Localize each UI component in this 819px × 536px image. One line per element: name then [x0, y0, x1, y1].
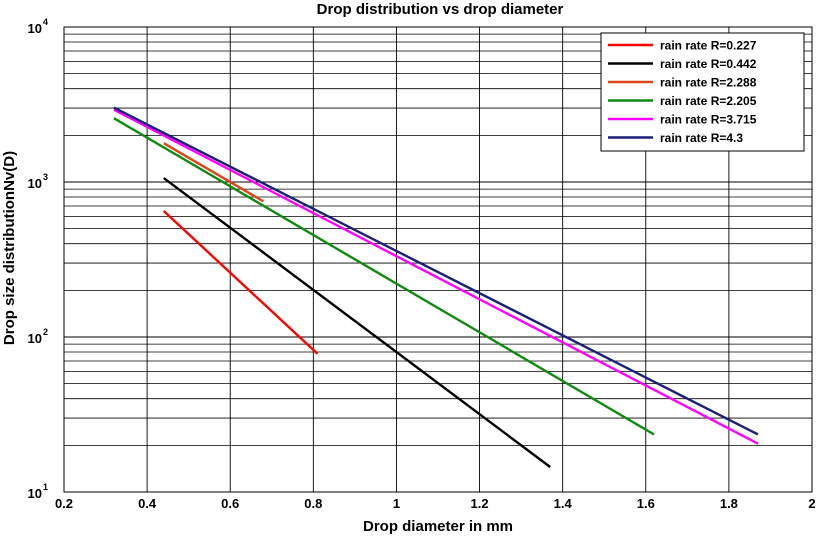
legend: rain rate R=0.227 rain rate R=0.442 rain r…: [600, 32, 805, 152]
legend-label: rain rate R=4.3: [660, 131, 743, 145]
series-line-3: [163, 142, 265, 203]
legend-label: rain rate R=0.227: [660, 39, 757, 53]
x-tick-label: 1.4: [554, 496, 573, 511]
series-line-1: [162, 210, 319, 355]
series-line-2: [163, 177, 551, 468]
x-tick-label: 0.4: [138, 496, 157, 511]
plot-frame: [63, 26, 813, 493]
legend-label: rain rate R=2.288: [660, 76, 757, 90]
x-tick-label: 0.8: [304, 496, 322, 511]
series-line-4: [113, 117, 655, 436]
legend-box: [600, 32, 805, 152]
y-tick-exponent: 3: [43, 172, 48, 182]
x-tick-label: 0.6: [221, 496, 239, 511]
x-tick-label: 1.6: [637, 496, 655, 511]
y-axis-label: Drop size distributionNv(D): [1, 151, 18, 345]
series-line-6: [113, 106, 759, 436]
chart-title: Drop distribution vs drop diameter: [317, 1, 564, 18]
y-tick-exponent: 2: [43, 327, 48, 337]
y-tick-label: 10: [28, 331, 42, 346]
x-tick-label: 1: [393, 496, 400, 511]
legend-label: rain rate R=3.715: [660, 113, 757, 127]
x-axis-label: Drop diameter in mm: [363, 518, 513, 535]
y-tick-label: 10: [28, 486, 42, 501]
series-line-5: [113, 108, 759, 445]
y-tick-label: 10: [28, 21, 42, 36]
y-tick-exponent: 1: [43, 482, 48, 492]
x-tick-label: 1.8: [720, 496, 738, 511]
x-tick-label: 0.2: [55, 496, 73, 511]
y-tick-label: 10: [28, 176, 42, 191]
series-lines: [113, 106, 759, 468]
y-tick-exponent: 4: [43, 17, 48, 27]
x-tick-label: 2: [808, 496, 815, 511]
x-tick-label: 1.2: [471, 496, 489, 511]
legend-label: rain rate R=2.205: [660, 94, 757, 108]
legend-label: rain rate R=0.442: [660, 57, 757, 71]
